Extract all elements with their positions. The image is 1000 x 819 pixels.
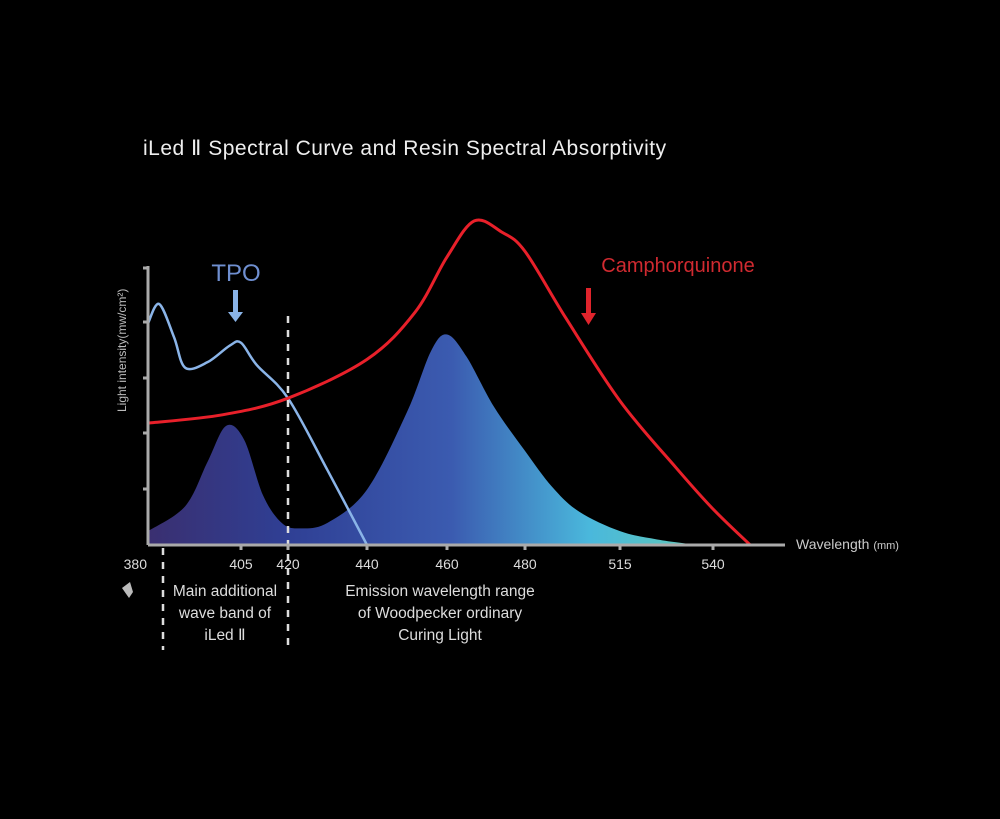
x-axis-label: Wavelength (mm) (796, 536, 899, 552)
brand-logo-icon (122, 582, 133, 598)
x-tick-label: 405 (229, 556, 253, 572)
band-line: wave band of (178, 605, 272, 622)
band-line: iLed Ⅱ (204, 627, 246, 644)
y-axis-label: Light intensity(mw/cm²) (115, 289, 129, 412)
band-line: Emission wavelength range (345, 583, 535, 600)
band-label-iled: Main additional wave band of iLed Ⅱ (160, 581, 290, 647)
x-tick-label: 460 (435, 556, 459, 572)
tpo-curve (146, 302, 369, 546)
x-tick-label: 540 (701, 556, 725, 572)
x-tick-label: 440 (355, 556, 379, 572)
band-line: Main additional (172, 583, 278, 600)
emission-area (148, 334, 699, 545)
x-axis-unit: (mm) (873, 540, 899, 552)
camphorquinone-curve (147, 218, 752, 547)
camphorquinone-arrow-icon (581, 288, 596, 325)
x-tick-label: 480 (513, 556, 537, 572)
band-line: Curing Light (398, 627, 482, 644)
chart-title: iLed Ⅱ Spectral Curve and Resin Spectral… (143, 137, 667, 160)
x-tick-label: 515 (608, 556, 632, 572)
band-label-ordinary: Emission wavelength range of Woodpecker … (320, 581, 560, 647)
tpo-label: TPO (211, 260, 260, 287)
tpo-arrow-icon (228, 290, 243, 322)
x-tick-label: 420 (276, 556, 300, 572)
band-line: of Woodpecker ordinary (357, 605, 523, 622)
camphorquinone-label: Camphorquinone (601, 255, 754, 277)
x-tick-label: 380 (124, 556, 148, 572)
